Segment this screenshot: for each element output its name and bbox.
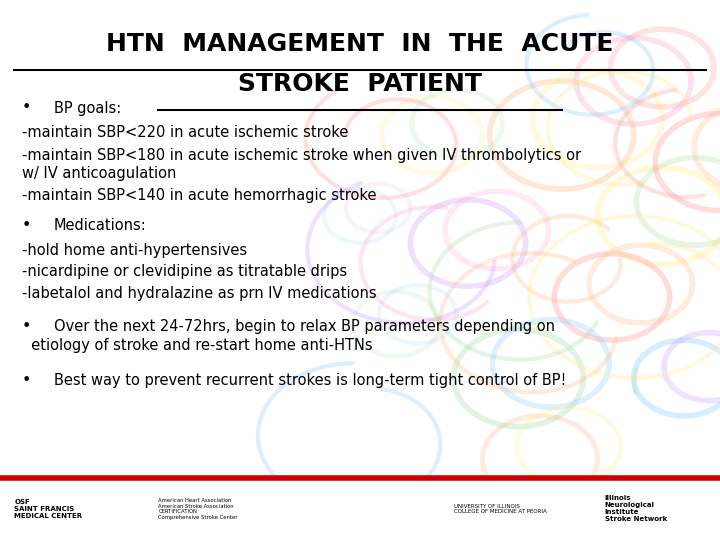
Text: •: • bbox=[22, 100, 31, 116]
Text: UNIVERSITY OF ILLINOIS
COLLEGE OF MEDICINE AT PEORIA: UNIVERSITY OF ILLINOIS COLLEGE OF MEDICI… bbox=[454, 503, 546, 514]
Text: Illinois
Neurological
Institute
Stroke Network: Illinois Neurological Institute Stroke N… bbox=[605, 496, 667, 523]
Text: Medications:: Medications: bbox=[54, 218, 147, 233]
Text: HTN  MANAGEMENT  IN  THE  ACUTE: HTN MANAGEMENT IN THE ACUTE bbox=[107, 32, 613, 56]
Text: etiology of stroke and re-start home anti-HTNs: etiology of stroke and re-start home ant… bbox=[22, 338, 372, 353]
Text: -maintain SBP<180 in acute ischemic stroke when given IV thrombolytics or: -maintain SBP<180 in acute ischemic stro… bbox=[22, 148, 581, 163]
Text: •: • bbox=[22, 373, 31, 388]
Text: -maintain SBP<140 in acute hemorrhagic stroke: -maintain SBP<140 in acute hemorrhagic s… bbox=[22, 188, 376, 203]
Text: STROKE  PATIENT: STROKE PATIENT bbox=[238, 72, 482, 96]
Bar bbox=[0, 478, 720, 540]
Text: Over the next 24-72hrs, begin to relax BP parameters depending on: Over the next 24-72hrs, begin to relax B… bbox=[54, 319, 555, 334]
Text: w/ IV anticoagulation: w/ IV anticoagulation bbox=[22, 166, 176, 181]
Text: American Heart Association
American Stroke Association
CERTIFICATION
Comprehensi: American Heart Association American Stro… bbox=[158, 498, 238, 520]
Text: BP goals:: BP goals: bbox=[54, 100, 121, 116]
Text: •: • bbox=[22, 319, 31, 334]
Text: OSF
SAINT FRANCIS
MEDICAL CENTER: OSF SAINT FRANCIS MEDICAL CENTER bbox=[14, 499, 83, 519]
Text: -maintain SBP<220 in acute ischemic stroke: -maintain SBP<220 in acute ischemic stro… bbox=[22, 125, 348, 140]
Text: -nicardipine or clevidipine as titratable drips: -nicardipine or clevidipine as titratabl… bbox=[22, 264, 347, 279]
Text: -hold home anti-hypertensives: -hold home anti-hypertensives bbox=[22, 242, 247, 258]
Text: Best way to prevent recurrent strokes is long-term tight control of BP!: Best way to prevent recurrent strokes is… bbox=[54, 373, 567, 388]
Text: -labetalol and hydralazine as prn IV medications: -labetalol and hydralazine as prn IV med… bbox=[22, 286, 377, 301]
Text: •: • bbox=[22, 218, 31, 233]
